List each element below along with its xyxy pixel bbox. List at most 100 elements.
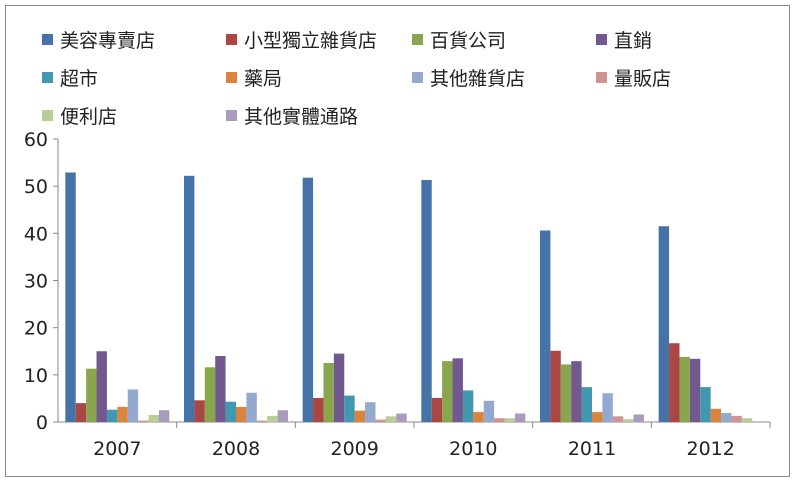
bar xyxy=(344,395,355,422)
legend-swatch xyxy=(226,110,237,121)
x-tick-label: 2012 xyxy=(686,438,734,460)
legend-item: 百貨公司 xyxy=(412,26,506,53)
legend-swatch xyxy=(226,72,237,83)
bar xyxy=(452,358,463,422)
bar xyxy=(385,416,397,422)
legend-label: 直銷 xyxy=(614,30,653,52)
legend-item: 便利店 xyxy=(42,102,117,129)
bar xyxy=(75,403,87,422)
legend-label: 小型獨立雜貨店 xyxy=(244,30,378,52)
bar xyxy=(277,410,288,422)
legend-swatch xyxy=(596,34,607,45)
bar xyxy=(473,412,484,422)
bar xyxy=(204,367,216,422)
bar xyxy=(184,175,195,422)
bar xyxy=(623,419,634,422)
bar xyxy=(560,364,572,422)
bar xyxy=(679,356,690,422)
bar xyxy=(612,416,624,422)
legend-label: 其他雜貨店 xyxy=(430,68,526,90)
bar xyxy=(514,413,526,422)
bar xyxy=(236,406,247,422)
bar xyxy=(96,351,107,422)
y-tick-label: 30 xyxy=(24,271,48,293)
legend-item: 直銷 xyxy=(596,26,652,53)
bar xyxy=(669,343,680,422)
bar xyxy=(494,418,505,422)
bar xyxy=(225,401,236,422)
bar xyxy=(571,361,582,422)
bar xyxy=(421,180,432,422)
bar xyxy=(633,414,644,422)
bar xyxy=(365,402,376,422)
bar xyxy=(215,355,226,422)
legend-label: 其他實體通路 xyxy=(244,106,359,128)
legend-swatch xyxy=(596,72,607,83)
legend-swatch xyxy=(412,72,423,83)
legend-item: 量販店 xyxy=(596,64,671,91)
bar xyxy=(194,400,205,422)
bar xyxy=(550,350,561,422)
bar xyxy=(540,230,551,422)
legend-label: 超市 xyxy=(60,68,99,90)
bar xyxy=(333,353,345,422)
bar xyxy=(396,413,407,422)
legend-label: 便利店 xyxy=(60,106,118,128)
y-tick-label: 20 xyxy=(24,318,48,340)
bar xyxy=(710,408,722,422)
bar xyxy=(689,358,701,422)
bar xyxy=(731,415,742,422)
y-tick-label: 10 xyxy=(24,365,48,387)
legend-swatch xyxy=(42,34,53,45)
legend-swatch xyxy=(412,34,423,45)
x-tick-label: 2011 xyxy=(568,438,616,460)
bar xyxy=(267,415,278,422)
bar xyxy=(592,412,603,422)
bar xyxy=(246,392,257,422)
y-tick-label: 60 xyxy=(24,129,48,151)
bar xyxy=(581,387,592,422)
bar xyxy=(462,390,474,422)
x-tick-label: 2007 xyxy=(93,438,141,460)
bar xyxy=(158,410,170,422)
bar xyxy=(313,397,324,422)
x-tick-label: 2010 xyxy=(449,438,497,460)
legend-label: 量販店 xyxy=(614,68,672,90)
legend-swatch xyxy=(42,110,53,121)
bar xyxy=(721,413,732,422)
bar xyxy=(323,363,334,422)
legend-item: 美容專賣店 xyxy=(42,26,155,53)
bar xyxy=(127,389,139,422)
legend-item: 藥局 xyxy=(226,64,282,91)
chart-frame xyxy=(5,5,790,477)
bar xyxy=(65,172,76,422)
y-tick-label: 50 xyxy=(24,176,48,198)
bar xyxy=(700,387,711,422)
bar xyxy=(256,420,268,422)
y-tick-label: 0 xyxy=(36,412,48,434)
legend-label: 藥局 xyxy=(244,68,283,90)
legend-item: 其他雜貨店 xyxy=(412,64,525,91)
bar xyxy=(106,409,118,422)
legend-item: 小型獨立雜貨店 xyxy=(226,26,377,53)
bar xyxy=(658,226,670,422)
bar xyxy=(302,177,314,422)
bar xyxy=(148,414,159,422)
bar xyxy=(138,420,149,422)
bar xyxy=(602,393,613,422)
legend-label: 百貨公司 xyxy=(430,30,507,52)
x-tick-label: 2009 xyxy=(330,438,378,460)
bar xyxy=(86,368,97,422)
bar xyxy=(354,410,366,422)
legend-item: 超市 xyxy=(42,64,98,91)
legend-item: 其他實體通路 xyxy=(226,102,358,129)
bar xyxy=(483,400,495,422)
bar xyxy=(442,361,453,422)
y-tick-label: 40 xyxy=(24,223,48,245)
bar xyxy=(431,397,443,422)
bar xyxy=(741,418,753,422)
bar xyxy=(504,418,515,422)
legend-label: 美容專賣店 xyxy=(60,30,156,52)
